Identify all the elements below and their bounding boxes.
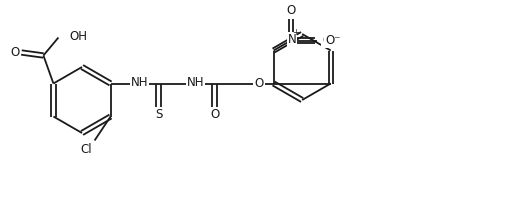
Text: O: O: [286, 4, 295, 17]
Text: O⁻: O⁻: [322, 34, 337, 47]
Text: NH: NH: [131, 75, 148, 89]
Text: +: +: [292, 28, 299, 37]
Text: N: N: [288, 33, 296, 46]
Text: O⁻: O⁻: [325, 34, 340, 47]
Text: OH: OH: [69, 30, 87, 43]
Text: O: O: [210, 108, 219, 121]
Text: O: O: [254, 77, 263, 90]
Text: Cl: Cl: [81, 143, 92, 156]
Text: O: O: [11, 46, 20, 59]
Text: NH: NH: [187, 75, 204, 89]
Text: S: S: [155, 108, 162, 121]
